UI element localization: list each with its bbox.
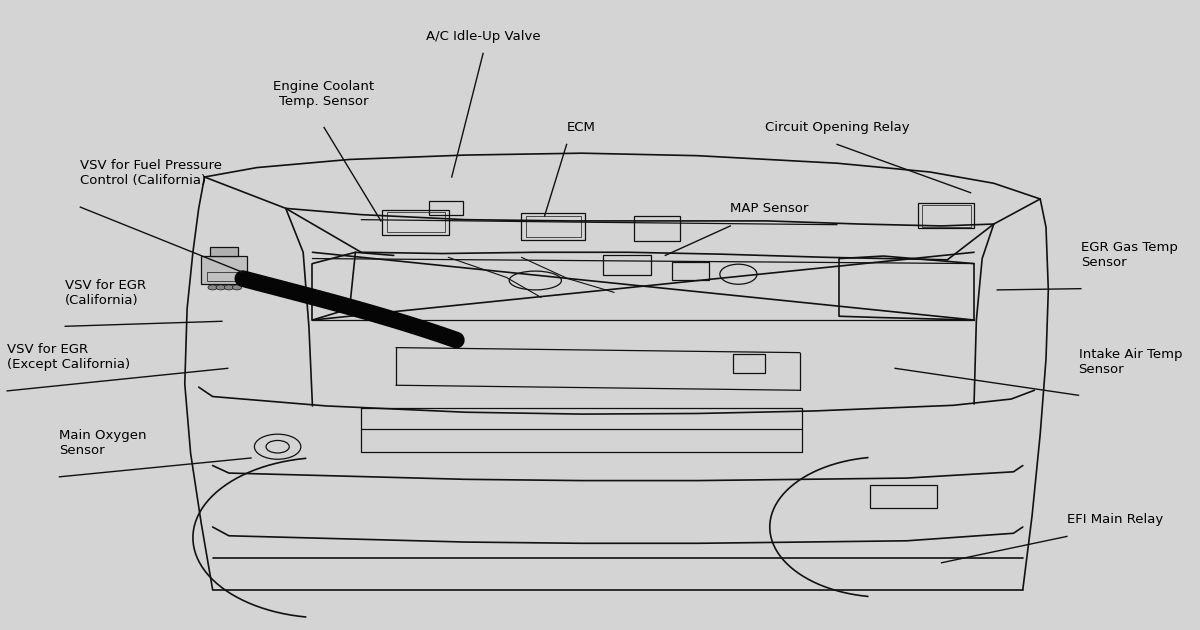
- Text: A/C Idle-Up Valve: A/C Idle-Up Valve: [426, 30, 540, 43]
- Text: Circuit Opening Relay: Circuit Opening Relay: [764, 120, 910, 134]
- Text: ECM: ECM: [566, 120, 595, 134]
- Bar: [526, 216, 581, 238]
- Text: EFI Main Relay: EFI Main Relay: [1067, 513, 1163, 525]
- Text: VSV for EGR
(Except California): VSV for EGR (Except California): [7, 343, 131, 371]
- Text: VSV for Fuel Pressure
Control (California): VSV for Fuel Pressure Control (Californi…: [80, 159, 222, 188]
- Bar: [202, 256, 247, 284]
- Text: Intake Air Temp
Sensor: Intake Air Temp Sensor: [1079, 348, 1182, 375]
- Text: Engine Coolant
Temp. Sensor: Engine Coolant Temp. Sensor: [274, 80, 374, 108]
- Text: MAP Sensor: MAP Sensor: [731, 202, 809, 215]
- Bar: [521, 214, 586, 240]
- Circle shape: [233, 285, 241, 290]
- Bar: [634, 216, 680, 241]
- Bar: [382, 210, 450, 235]
- Circle shape: [208, 285, 217, 290]
- Bar: [733, 354, 766, 373]
- Bar: [672, 262, 709, 280]
- Bar: [870, 485, 937, 508]
- Bar: [210, 247, 238, 256]
- Bar: [602, 255, 652, 275]
- Bar: [206, 272, 241, 281]
- Circle shape: [224, 285, 234, 290]
- Text: Main Oxygen
Sensor: Main Oxygen Sensor: [60, 429, 146, 457]
- Circle shape: [216, 285, 226, 290]
- Text: EGR Gas Temp
Sensor: EGR Gas Temp Sensor: [1081, 241, 1177, 269]
- Bar: [428, 201, 463, 215]
- Bar: [922, 205, 971, 227]
- Bar: [918, 203, 974, 229]
- Bar: [386, 212, 445, 232]
- Text: VSV for EGR
(California): VSV for EGR (California): [65, 278, 146, 307]
